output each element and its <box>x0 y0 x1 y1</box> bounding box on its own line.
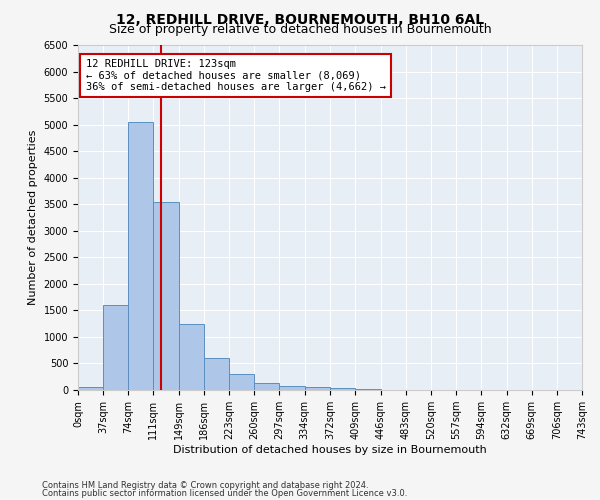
Y-axis label: Number of detached properties: Number of detached properties <box>28 130 38 305</box>
Bar <box>128 122 153 390</box>
Bar <box>103 305 128 390</box>
Text: Contains HM Land Registry data © Crown copyright and database right 2024.: Contains HM Land Registry data © Crown c… <box>42 480 368 490</box>
Bar <box>179 324 204 390</box>
Text: 12, REDHILL DRIVE, BOURNEMOUTH, BH10 6AL: 12, REDHILL DRIVE, BOURNEMOUTH, BH10 6AL <box>116 12 484 26</box>
X-axis label: Distribution of detached houses by size in Bournemouth: Distribution of detached houses by size … <box>173 445 487 455</box>
Bar <box>331 388 355 390</box>
Bar <box>254 383 280 390</box>
Text: 12 REDHILL DRIVE: 123sqm
← 63% of detached houses are smaller (8,069)
36% of sem: 12 REDHILL DRIVE: 123sqm ← 63% of detach… <box>86 59 386 92</box>
Bar <box>229 374 254 390</box>
Bar <box>153 202 179 390</box>
Bar <box>204 358 229 390</box>
Bar <box>78 388 103 390</box>
Bar <box>280 386 305 390</box>
Bar <box>305 388 331 390</box>
Text: Size of property relative to detached houses in Bournemouth: Size of property relative to detached ho… <box>109 22 491 36</box>
Text: Contains public sector information licensed under the Open Government Licence v3: Contains public sector information licen… <box>42 489 407 498</box>
